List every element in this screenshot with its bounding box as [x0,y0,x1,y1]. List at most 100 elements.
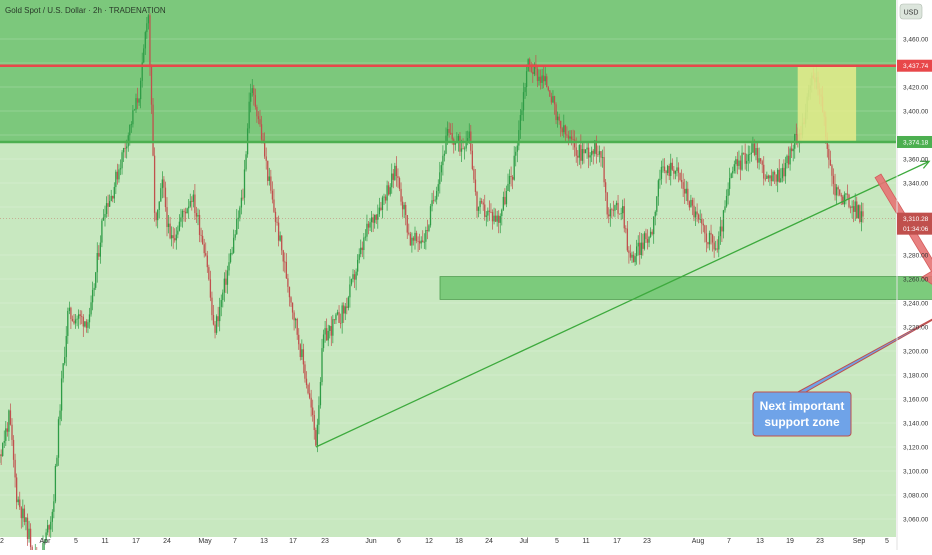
candle-body [710,233,711,235]
candle-body [166,207,167,227]
candle-body [693,206,694,218]
candle-body [63,363,64,378]
candle-body [138,99,139,102]
candle-body [162,179,163,188]
lower-zone [0,142,896,537]
x-tick-label: Aug [692,538,705,545]
candle-body [721,227,722,232]
candle-body [617,203,618,214]
candle-body [383,197,384,198]
candle-body [518,130,519,146]
candle-body [704,225,705,233]
candle-body [84,321,85,326]
candle-body [373,217,374,222]
candle-body [551,97,552,103]
candle-body [331,326,332,336]
candle-body [487,211,488,216]
candle-body [397,176,398,178]
candle-body [439,172,440,184]
candle-body [441,165,442,172]
candle-body [101,221,102,243]
candle-body [168,224,169,227]
x-tick-label: 11 [582,538,589,545]
candle-body [393,174,394,180]
candle-body [718,236,719,249]
candle-body [579,145,580,158]
callout-line-1: Next important [760,399,845,413]
candle-body [424,242,425,243]
candle-body [388,185,389,194]
candle-body [56,458,57,466]
candle-body [653,216,654,234]
candle-body [87,322,88,328]
candle-body [278,223,279,241]
candle-body [436,191,437,200]
level-label: 3,310.28 [903,216,929,223]
candle-body [541,75,542,82]
candle-body [720,227,721,237]
x-tick-label: 23 [816,538,824,545]
candle-body [187,208,188,213]
candle-body [286,262,287,278]
candle-body [540,77,541,83]
candle-body [191,201,192,202]
candle-body [332,319,333,335]
candle-body [352,274,353,279]
y-tick-label: 3,420.00 [903,85,929,92]
candle-body [610,209,611,216]
candle-body [506,191,507,204]
candle-body [562,128,563,132]
candle-body [738,161,739,166]
candle-body [583,149,584,153]
candle-body [197,215,198,217]
candle-body [132,110,133,124]
candle-body [410,234,411,246]
candle-body [111,196,112,201]
candle-body [862,211,863,216]
candle-body [616,203,617,205]
candle-body [69,308,70,311]
candle-body [670,163,671,176]
candle-body [171,235,172,238]
candle-body [176,235,177,241]
x-tick-label: 12 [425,538,433,545]
candle-body [855,201,856,212]
candle-body [182,211,183,218]
candle-body [833,176,834,184]
candle-body [715,249,716,250]
candle-body [608,214,609,216]
candle-body [690,200,691,207]
candle-body [497,216,498,222]
candle-body [76,319,77,320]
candle-body [706,233,707,242]
candle-body [18,500,19,503]
candle-body [315,430,316,446]
x-tick-label: 23 [643,538,651,545]
candle-body [729,178,730,189]
candle-body [667,166,668,173]
candle-body [475,180,476,192]
candle-body [239,208,240,218]
candle-body [696,211,697,214]
support-zone [440,277,932,300]
candle-body [309,393,310,397]
candle-body [517,146,518,152]
y-tick-label: 3,220.00 [903,325,929,332]
candle-body [861,211,862,222]
candle-body [66,336,67,357]
candle-body [109,201,110,207]
candle-body [98,253,99,257]
candle-body [328,331,329,341]
candle-body [481,201,482,202]
candle-body [430,206,431,225]
candle-body [405,205,406,215]
candle-body [107,203,108,207]
currency-badge[interactable]: USD [900,4,922,19]
candle-body [399,178,400,189]
candle-body [118,169,119,179]
candle-body [684,189,685,194]
candle-body [281,235,282,250]
x-tick-label: 7 [727,538,731,545]
